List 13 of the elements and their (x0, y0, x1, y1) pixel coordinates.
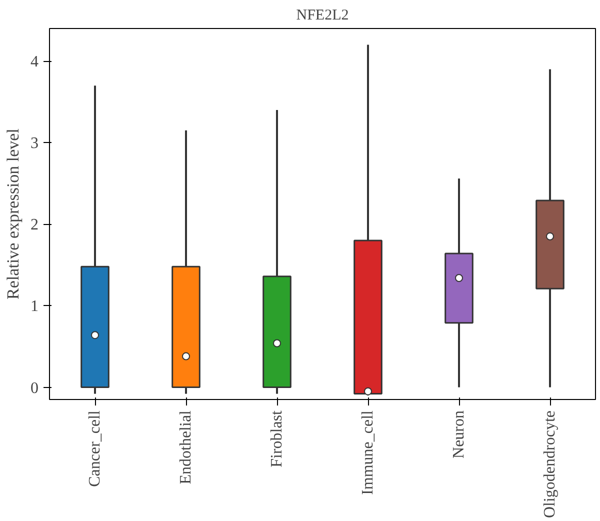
x-tick-label: Oligodendrocyte (542, 410, 558, 518)
x-tick-label: Immune_cell (360, 410, 376, 495)
chart-title: NFE2L2 (296, 8, 349, 24)
y-tick-label: 4 (30, 54, 38, 71)
x-tick-label: Neuron (450, 410, 468, 458)
x-tick-label: Firoblast (268, 410, 286, 468)
x-tick-label: Endothelial (178, 410, 194, 484)
y-tick-label: 0 (30, 380, 38, 397)
y-tick-label: 1 (30, 298, 38, 316)
y-tick-label: 2 (30, 216, 38, 234)
y-tick-label: 3 (30, 135, 38, 152)
y-axis-title: Relative expression level (4, 128, 22, 300)
x-tick-label: Cancer_cell (86, 410, 104, 487)
